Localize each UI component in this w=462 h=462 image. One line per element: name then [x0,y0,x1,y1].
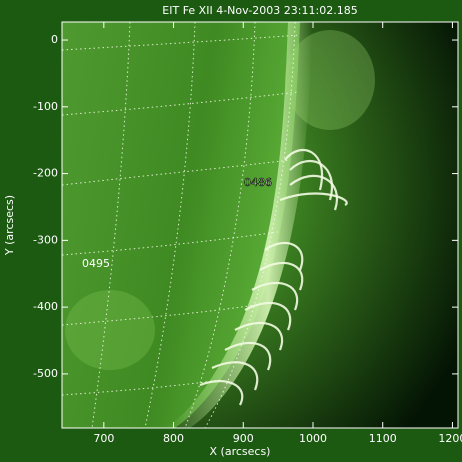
x-tick-label: 700 [93,432,114,445]
y-axis-label: Y (arcsecs) [3,195,16,256]
x-tick-label: 1100 [369,432,397,445]
y-tick-label: -100 [33,100,58,113]
solar-image [62,22,458,428]
x-tick-label: 800 [163,432,184,445]
annotation: 0495 [82,257,110,270]
chart: EIT Fe XII 4-Nov-2003 23:11:02.185 X (ar… [0,0,462,462]
y-tick-label: -500 [33,367,58,380]
x-tick-label: 1000 [299,432,327,445]
y-tick-label: -200 [33,167,58,180]
x-axis-label: X (arcsecs) [210,445,271,458]
y-tick-label: 0 [51,33,58,46]
annotation: 0486 [244,176,272,189]
x-tick-label: 900 [233,432,254,445]
y-tick-label: -300 [33,233,58,246]
y-tick-label: -400 [33,300,58,313]
chart-title: EIT Fe XII 4-Nov-2003 23:11:02.185 [162,4,357,17]
